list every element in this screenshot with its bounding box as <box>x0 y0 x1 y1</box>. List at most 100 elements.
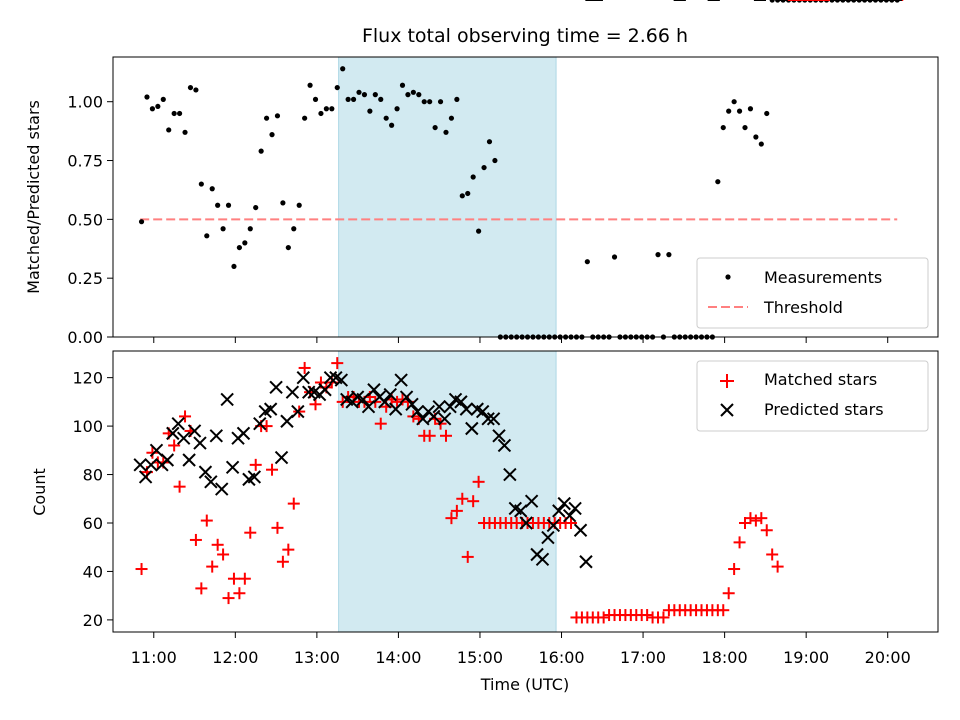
measurement-point <box>764 110 770 117</box>
matched-star-point <box>445 512 458 525</box>
predicted-star-point <box>198 465 213 479</box>
top-y-ticks: 0.00 0.25 0.50 0.75 1.00 <box>67 93 113 347</box>
measurement-point <box>166 127 172 133</box>
x-tick-label: 19:00 <box>783 648 829 667</box>
predicted-star-point <box>204 475 218 489</box>
measurement-point <box>611 254 618 260</box>
predicted-star-point <box>176 431 191 445</box>
measurement-point <box>465 190 471 197</box>
predicted-star-point <box>514 504 528 518</box>
x-tick-label: 12:00 <box>212 648 258 667</box>
predicted-star-point <box>166 426 180 441</box>
predicted-star-point <box>388 402 403 416</box>
bottom-legend: Matched stars Predicted stars <box>696 360 929 432</box>
measurement-point <box>378 96 384 102</box>
measurement-point <box>394 106 400 112</box>
matched-star-point <box>760 524 773 537</box>
measurement-point <box>171 110 177 117</box>
predicted-star-point <box>182 453 196 467</box>
measurement-point <box>242 240 248 246</box>
measurement-point <box>443 129 449 135</box>
measurement-point <box>769 0 775 3</box>
measurement-point <box>399 82 406 88</box>
predicted-star-point <box>361 400 376 414</box>
predicted-star-point <box>427 409 441 424</box>
matched-star-point <box>467 495 480 508</box>
measurement-point <box>340 66 346 72</box>
matched-star-point <box>146 446 159 459</box>
predicted-star-point <box>459 402 474 416</box>
top-legend-box <box>696 257 929 329</box>
predicted-star-point <box>524 494 539 508</box>
measurement-point <box>253 204 259 211</box>
predicted-star-point <box>280 414 294 428</box>
measurement-point <box>753 134 759 140</box>
measurements-series <box>138 0 900 340</box>
predicted-star-point <box>535 552 550 567</box>
predicted-star-point <box>432 400 446 414</box>
measurement-point <box>155 103 161 110</box>
predicted-star-point <box>133 458 147 472</box>
matched-star-point <box>222 592 235 605</box>
bottom-y-ticks: 20 40 60 80 100 120 <box>72 369 113 630</box>
measurement-point <box>193 87 199 93</box>
bottom-panel: 20 40 60 80 100 120 11:00 12:00 13:00 14:00 15:00… <box>30 0 939 694</box>
top-y-tick-label: 1.00 <box>67 93 103 112</box>
measurement-point <box>160 96 166 102</box>
predicted-star-point <box>149 443 164 458</box>
x-tick-label: 20:00 <box>865 648 911 667</box>
bottom-y-tick-label: 60 <box>83 514 103 533</box>
measurement-point <box>367 108 373 114</box>
measurement-point <box>742 124 748 131</box>
predicted-star-point <box>144 458 158 472</box>
predicted-star-point <box>579 555 593 569</box>
measurement-point <box>731 99 737 105</box>
measurement-point <box>416 92 422 98</box>
measurement-point <box>187 84 194 91</box>
x-axis-label: Time (UTC) <box>480 675 569 694</box>
measurement-point <box>720 124 726 131</box>
top-panel: 0.00 0.25 0.50 0.75 1.00 Matched/Predicted s… <box>24 0 939 347</box>
top-y-tick-label: 0.75 <box>67 152 103 171</box>
measurement-point <box>584 259 590 265</box>
measurement-point <box>274 113 281 119</box>
predicted-star-point <box>454 395 468 409</box>
legend-predicted-marker <box>720 403 734 417</box>
measurement-point <box>421 99 427 105</box>
measurement-point <box>204 233 210 239</box>
legend-measurements-label: Measurements <box>764 268 882 287</box>
measurement-point <box>236 244 243 251</box>
bottom-y-axis-label: Count <box>30 468 49 516</box>
predicted-star-point <box>573 523 588 537</box>
matched-star-point <box>439 429 452 442</box>
predicted-star-point <box>557 496 571 511</box>
matched-star-point <box>266 463 279 476</box>
predicted-star-point <box>274 450 289 465</box>
measurement-point <box>302 115 308 121</box>
predicted-star-point <box>209 429 224 443</box>
measurement-point <box>149 106 156 112</box>
measurement-point <box>307 82 313 88</box>
measurement-point <box>182 129 188 135</box>
legend-threshold-label: Threshold <box>763 298 843 317</box>
predicted-star-point <box>247 470 262 484</box>
matched-star-point <box>766 548 779 561</box>
measurement-point <box>389 122 395 128</box>
matched-star-point <box>597 611 610 624</box>
matched-star-point <box>472 475 485 488</box>
measurement-point <box>144 94 150 100</box>
predicted-star-point <box>465 421 479 436</box>
measurement-point <box>486 139 493 145</box>
matched-star-point <box>331 357 344 370</box>
measurement-point <box>285 244 291 251</box>
predicted-star-point <box>334 373 349 387</box>
predicted-star-point <box>492 429 506 443</box>
legend-matched-label: Matched stars <box>764 370 877 389</box>
predicted-star-point <box>394 373 408 387</box>
matched-star-point <box>641 609 654 622</box>
predicted-stars-series <box>133 0 902 569</box>
predicted-star-point <box>410 404 425 419</box>
measurement-point <box>361 92 368 98</box>
predicted-star-point <box>399 390 414 404</box>
predicted-star-point <box>193 436 207 450</box>
